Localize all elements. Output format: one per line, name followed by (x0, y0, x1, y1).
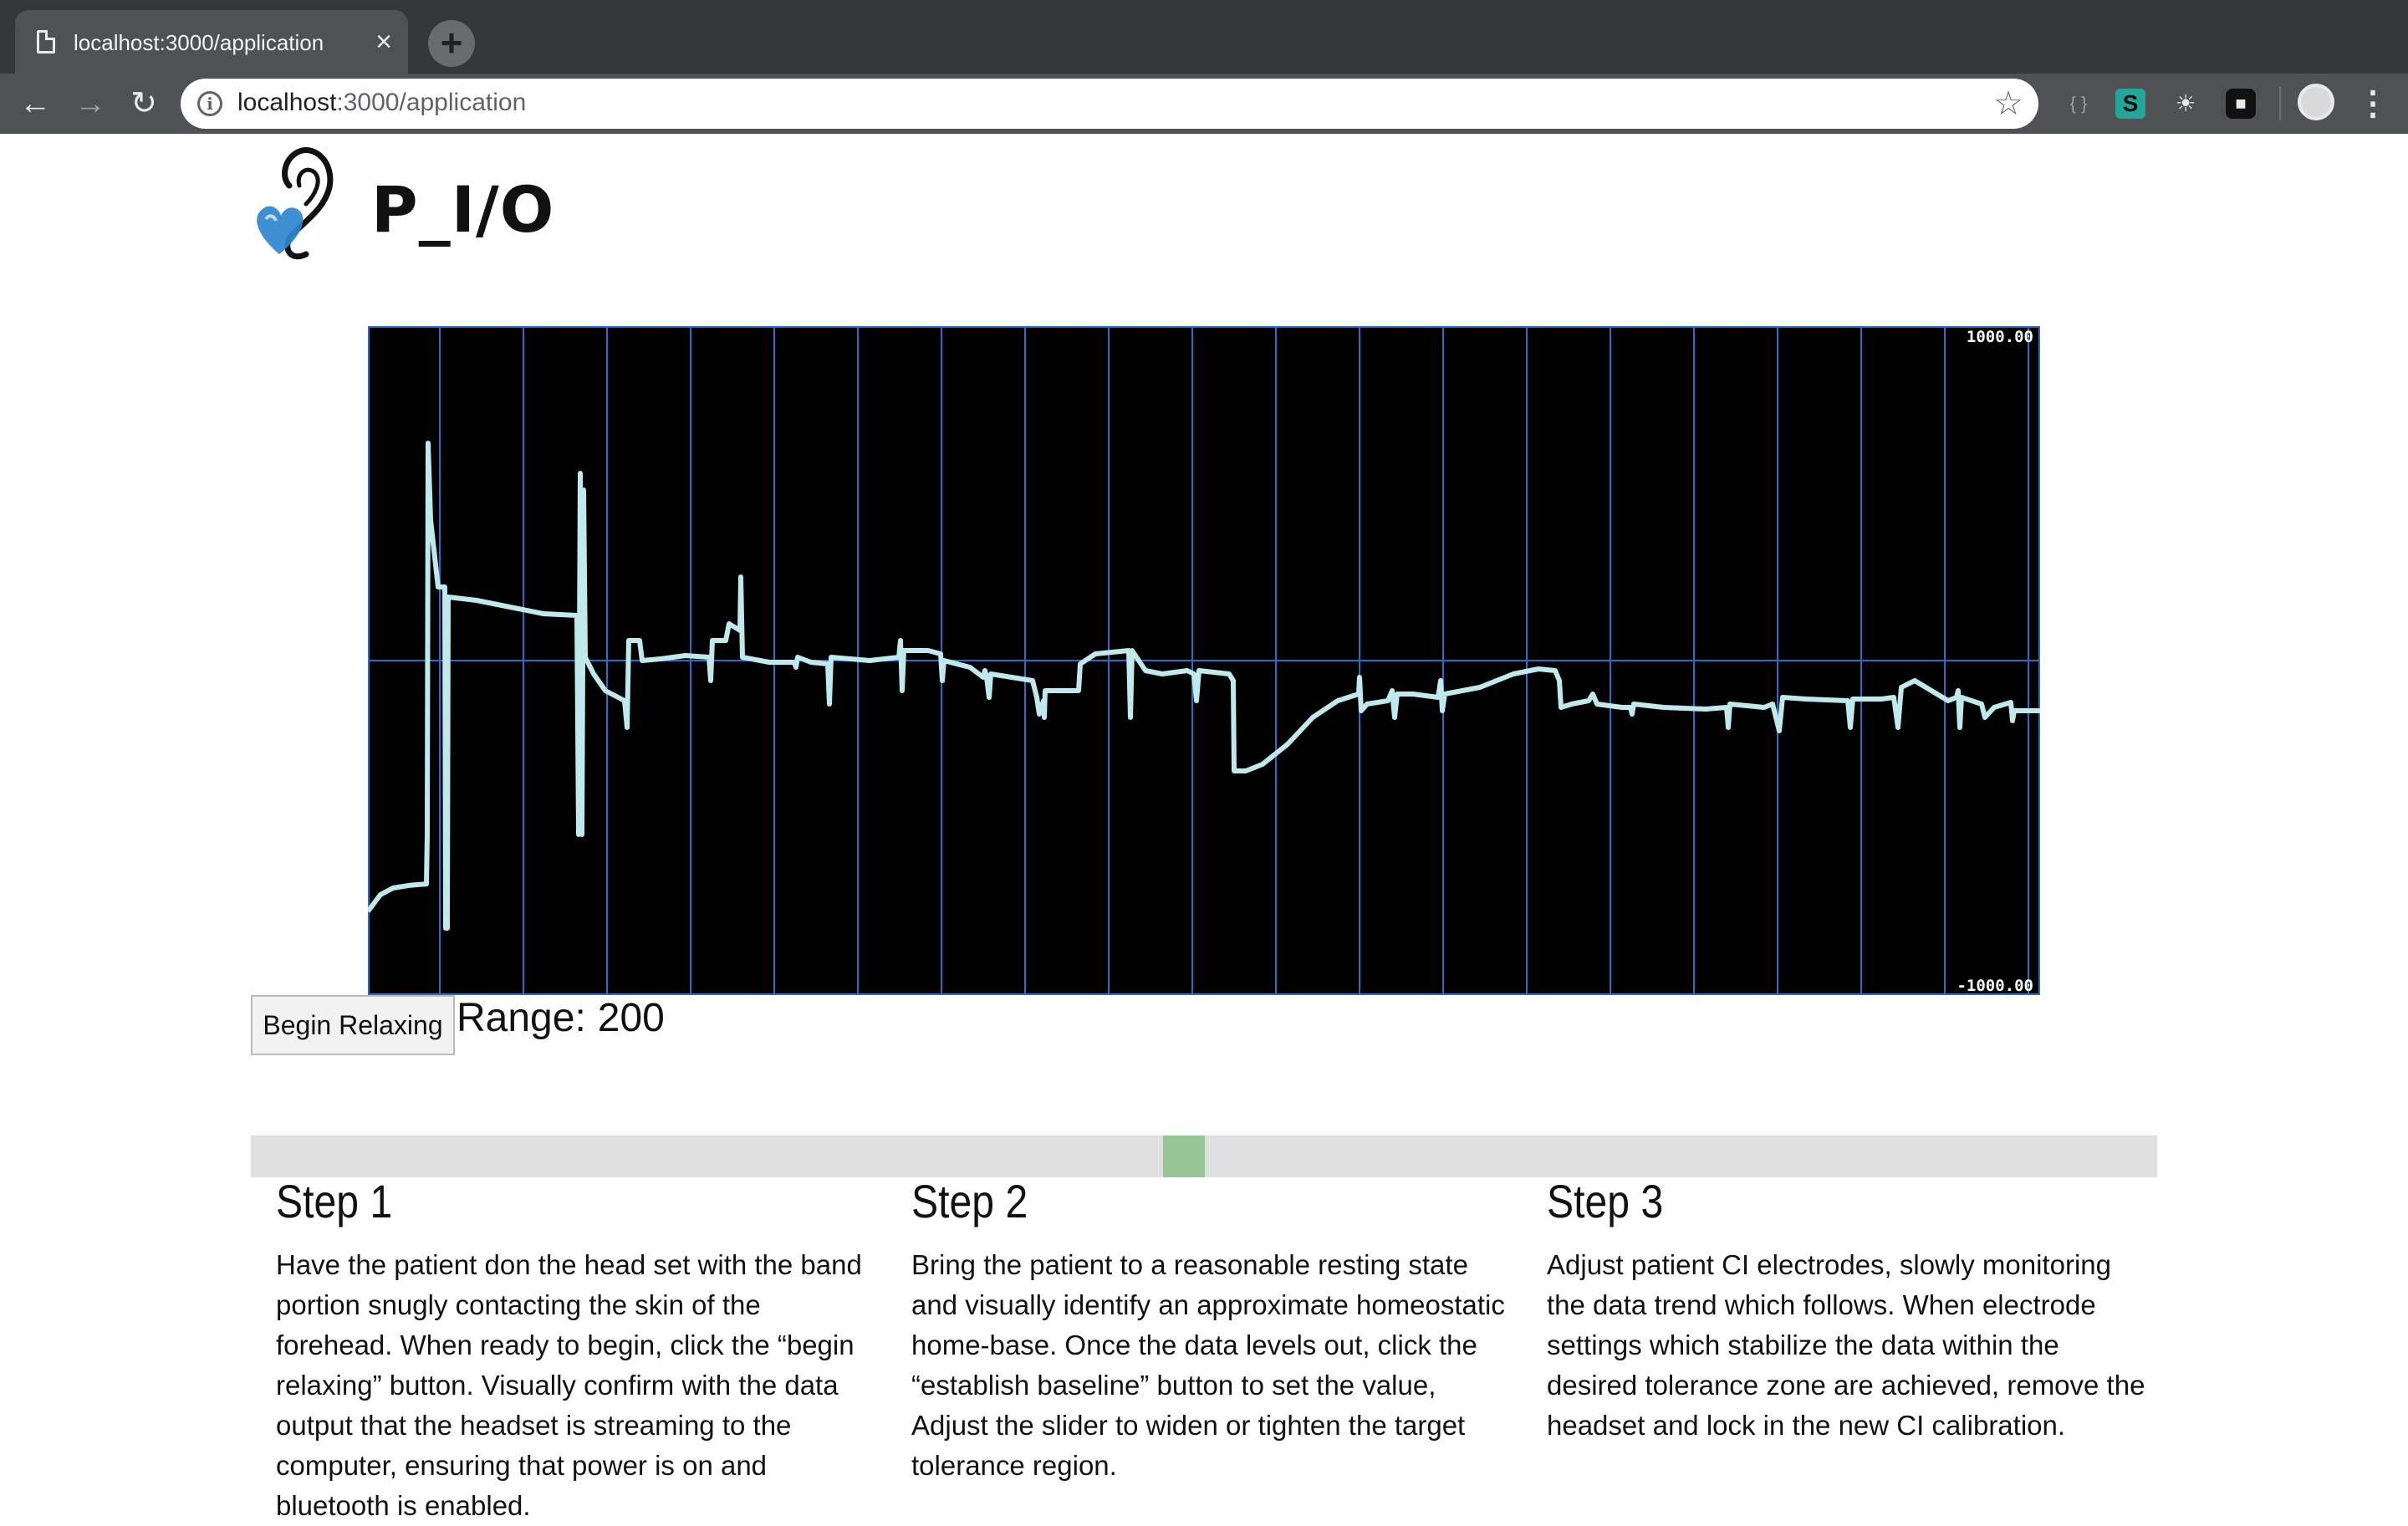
reload-button[interactable]: ↻ (120, 80, 167, 127)
range-label: Range: (457, 996, 586, 1040)
address-bar[interactable]: i localhost:3000/application ☆ (181, 79, 2038, 129)
browser-toolbar: ← → ↻ i localhost:3000/application ☆ { }… (0, 74, 2408, 134)
signal-series-line (368, 441, 2040, 931)
step-2: Step 2 Bring the patient to a reasonable… (911, 1174, 1513, 1486)
new-tab-button[interactable]: + (428, 20, 475, 67)
step-2-body: Bring the patient to a reasonable restin… (911, 1249, 1505, 1481)
tab-title: localhost:3000/application (74, 30, 324, 55)
logo: P_I/O (247, 137, 554, 271)
lock-icon[interactable]: ■ (2226, 89, 2256, 119)
logo-text: P_I/O (371, 172, 555, 247)
toolbar-divider (2279, 87, 2281, 120)
back-icon: ← (19, 86, 51, 121)
step-3-title: Step 3 (1547, 1175, 1664, 1227)
step-3-body: Adjust patient CI electrodes, slowly mon… (1547, 1249, 2145, 1441)
tab-strip: localhost:3000/application × + (0, 0, 2408, 74)
range-readout: Range: 200 (457, 995, 665, 1041)
bulb-icon[interactable]: ☀ (2175, 90, 2196, 116)
tolerance-slider[interactable] (251, 1136, 2157, 1177)
browser-tab[interactable]: localhost:3000/application × (15, 10, 408, 74)
y-min-label: -1000.00 (1956, 977, 2033, 995)
chart-svg (368, 326, 2040, 995)
star-icon[interactable]: ☆ (1993, 85, 2023, 122)
step-1: Step 1 Have the patient don the head set… (276, 1174, 878, 1526)
range-value: 200 (597, 996, 665, 1040)
plus-icon: + (440, 21, 463, 64)
menu-dots-icon[interactable]: ⋮ (2356, 85, 2390, 122)
begin-relaxing-button[interactable]: Begin Relaxing (251, 995, 455, 1055)
y-max-label: 1000.00 (1966, 328, 2033, 346)
ear-heart-icon (257, 147, 334, 260)
slider-thumb[interactable] (1163, 1136, 1205, 1177)
braces-icon[interactable]: { } (2069, 93, 2088, 114)
profile-avatar[interactable] (2298, 84, 2334, 120)
back-button[interactable]: ← (12, 80, 59, 127)
s-extension-icon[interactable]: S (2115, 89, 2145, 119)
forward-button[interactable]: → (67, 80, 114, 127)
step-1-body: Have the patient don the head set with t… (276, 1249, 862, 1521)
url-text[interactable]: localhost:3000/application (237, 89, 527, 116)
page-icon (37, 30, 55, 54)
step-3: Step 3 Adjust patient CI electrodes, slo… (1547, 1174, 2149, 1446)
eeg-chart: 1000.00 -1000.00 (368, 326, 2040, 995)
close-icon[interactable]: × (375, 26, 392, 58)
info-icon[interactable]: i (197, 91, 222, 116)
reload-icon: ↻ (130, 86, 157, 121)
forward-icon: → (74, 86, 106, 121)
step-2-title: Step 2 (911, 1175, 1028, 1227)
step-1-title: Step 1 (276, 1175, 393, 1227)
